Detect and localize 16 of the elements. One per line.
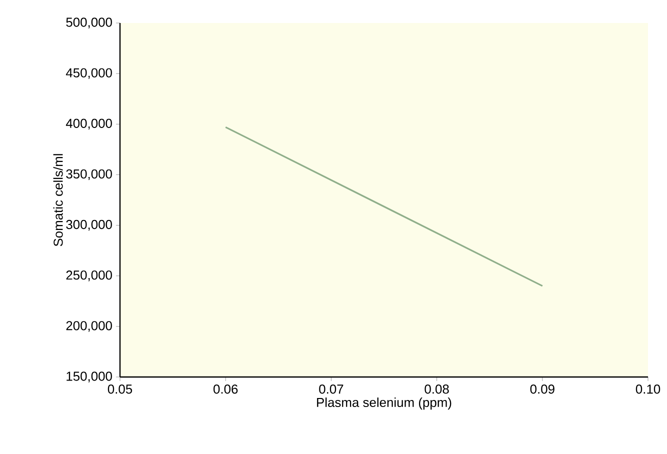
y-axis-title: Somatic cells/ml: [53, 154, 63, 246]
x-tick-label: 0.07: [319, 384, 344, 394]
x-tick-label: 0.08: [424, 384, 449, 394]
y-tick-label: 150,000: [66, 372, 112, 382]
x-axis-title: Plasma selenium (ppm): [317, 398, 452, 410]
x-tick-label: 0.06: [214, 384, 238, 394]
y-tick-label: 500,000: [66, 18, 112, 28]
y-tick-label: 250,000: [66, 270, 112, 282]
y-tick-label: 350,000: [66, 169, 112, 180]
x-tick-label: 0.10: [636, 384, 660, 394]
x-tick-label: 0.05: [108, 384, 132, 394]
y-tick-label: 200,000: [66, 321, 112, 332]
y-tick-label: 450,000: [66, 68, 112, 79]
x-tick-label: 0.09: [530, 384, 554, 394]
y-tick-label: 400,000: [66, 118, 112, 130]
y-tick-label: 300,000: [66, 220, 112, 231]
